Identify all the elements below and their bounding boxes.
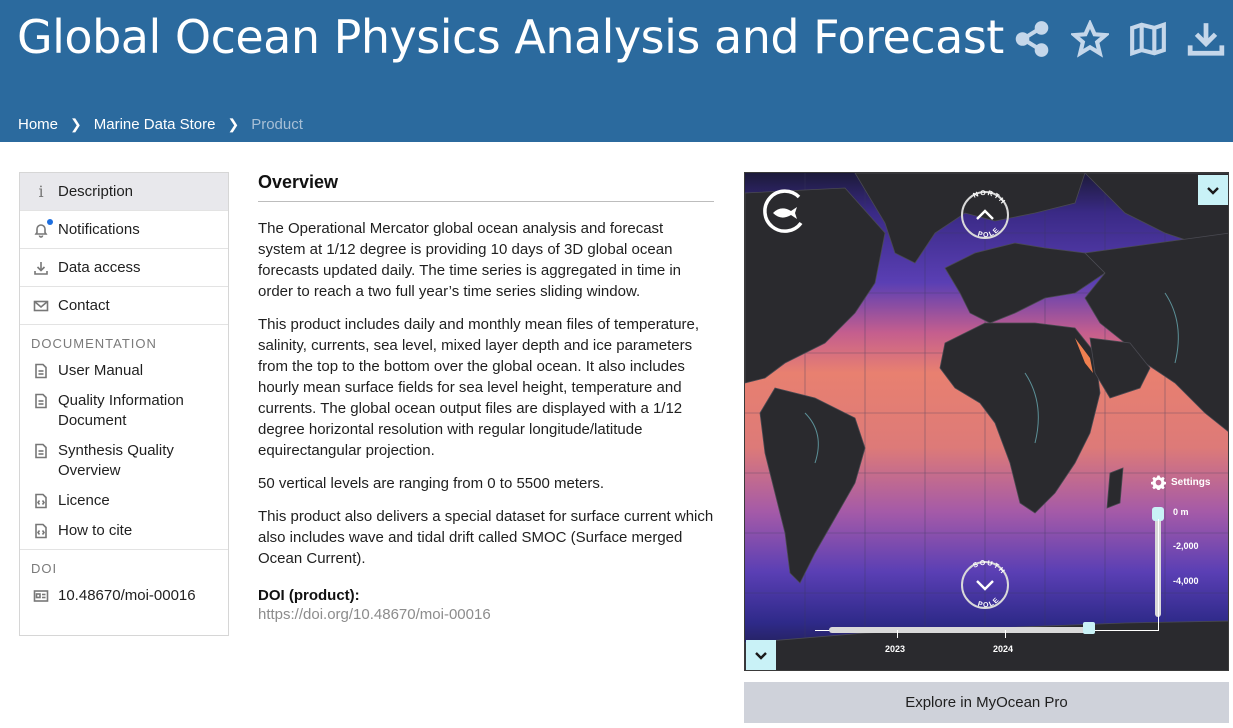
download-icon[interactable] [1187,18,1225,60]
star-icon[interactable] [1071,18,1109,60]
sidebar-doc-how-to-cite[interactable]: How to cite [20,517,228,547]
svg-text:SOUTH: SOUTH [972,560,1006,576]
share-icon[interactable] [1013,18,1051,60]
chevron-up-icon [976,209,994,220]
sidebar-item-description[interactable]: i Description [20,173,228,211]
overview-title: Overview [258,172,714,202]
sidebar-doc-user-manual[interactable]: User Manual [20,357,228,387]
header-banner: Global Ocean Physics Analysis and Foreca… [0,0,1233,142]
notification-dot [47,218,53,225]
time-label: 2024 [993,644,1014,654]
north-pole-text: NORTH POLE [972,190,1006,239]
breadcrumb-marine-data-store[interactable]: Marine Data Store [93,116,216,133]
code-document-icon [32,492,50,510]
south-pole-button[interactable] [961,561,1009,609]
doi-heading: DOI [31,561,58,576]
sidebar-item-label: Notifications [58,221,140,238]
sidebar-item-label: Description [58,183,134,200]
rivers [804,292,1179,464]
north-pole-word1: NORTH [972,190,1005,207]
sidebar-item-notifications[interactable]: Notifications [20,211,228,249]
document-icon [32,442,50,460]
time-slider-track[interactable] [829,627,1089,633]
chevron-right-icon: ❯ [227,116,240,132]
sidebar-item-data-access[interactable]: Data access [20,249,228,287]
doi-product-label: DOI (product): [258,587,360,604]
south-pole-text: SOUTH POLE [972,560,1006,609]
sidebar-doc-quality-information[interactable]: Quality Information Document [20,387,228,437]
time-slider-handle[interactable] [1083,622,1095,634]
breadcrumb-home[interactable]: Home [18,116,59,133]
sidebar-item-label: Contact [58,297,110,314]
documentation-heading: DOCUMENTATION [31,336,157,351]
document-icon [32,392,50,410]
sidebar: i Description Notifications Data access … [19,172,229,636]
svg-text:POLE: POLE [977,596,1002,609]
time-axis-frame [1158,519,1159,631]
overview-paragraph: The Operational Mercator global ocean an… [258,220,682,300]
time-tick [1005,630,1006,638]
copernicus-marine-logo [763,189,803,233]
page-title: Global Ocean Physics Analysis and Foreca… [17,10,1004,64]
overview-paragraph: This product also delivers a special dat… [258,508,714,567]
breadcrumb: Home ❯ Marine Data Store ❯ Product [18,116,303,133]
settings-label: Settings [1171,477,1211,488]
overview-section: Overview The Operational Mercator global… [258,172,714,623]
mail-icon [32,297,50,315]
svg-text:NORTH: NORTH [972,190,1006,207]
south-pole-word1: SOUTH [972,560,1005,576]
sidebar-divider [20,549,228,550]
sidebar-item-contact[interactable]: Contact [20,287,228,325]
south-pole-word2: POLE [977,596,1000,609]
land-masses [745,173,1228,670]
info-icon: i [38,182,44,201]
id-card-icon [32,587,50,605]
bell-icon [32,218,53,239]
code-document-icon [32,522,50,540]
header-actions [1013,18,1225,60]
overview-paragraph: 50 vertical levels are ranging from 0 to… [258,475,605,492]
sidebar-item-label: Data access [58,259,141,276]
chevron-down-icon [755,652,767,660]
time-label: 2023 [885,644,906,654]
document-icon [32,362,50,380]
map-icon[interactable] [1129,18,1167,60]
time-tick [897,630,898,638]
map-collapse-bottom-button[interactable] [746,640,776,670]
depth-slider-handle[interactable] [1152,507,1164,521]
gear-icon [1151,475,1166,490]
depth-label: -2,000 [1173,541,1199,551]
sidebar-doc-licence[interactable]: Licence [20,487,228,517]
depth-label: 0 m [1173,507,1189,517]
sidebar-doi[interactable]: 10.48670/moi-00016 [20,582,228,612]
breadcrumb-product: Product [251,116,303,133]
north-pole-button[interactable] [961,191,1009,239]
chevron-down-icon [976,580,994,591]
sidebar-doc-synthesis-quality[interactable]: Synthesis Quality Overview [20,437,228,487]
depth-label: -4,000 [1173,576,1199,586]
chevron-right-icon: ❯ [70,116,82,132]
map-settings-button[interactable]: Settings [1151,475,1210,490]
red-sea-highlight [1075,338,1093,373]
overview-paragraph: This product includes daily and monthly … [258,316,700,459]
svg-text:POLE: POLE [977,226,1002,239]
chevron-down-icon [1207,187,1219,195]
map-collapse-top-button[interactable] [1198,175,1228,205]
north-pole-word2: POLE [977,226,1000,239]
doi-product-link[interactable]: https://doi.org/10.48670/moi-00016 [258,606,491,623]
map-preview[interactable]: NORTH POLE SOUTH POLE Settings 0 m -2,00… [744,172,1229,671]
ocean-map-graphic [745,173,1228,670]
download-icon [32,259,50,277]
explore-myocean-pro-button[interactable]: Explore in MyOcean Pro [744,682,1229,723]
